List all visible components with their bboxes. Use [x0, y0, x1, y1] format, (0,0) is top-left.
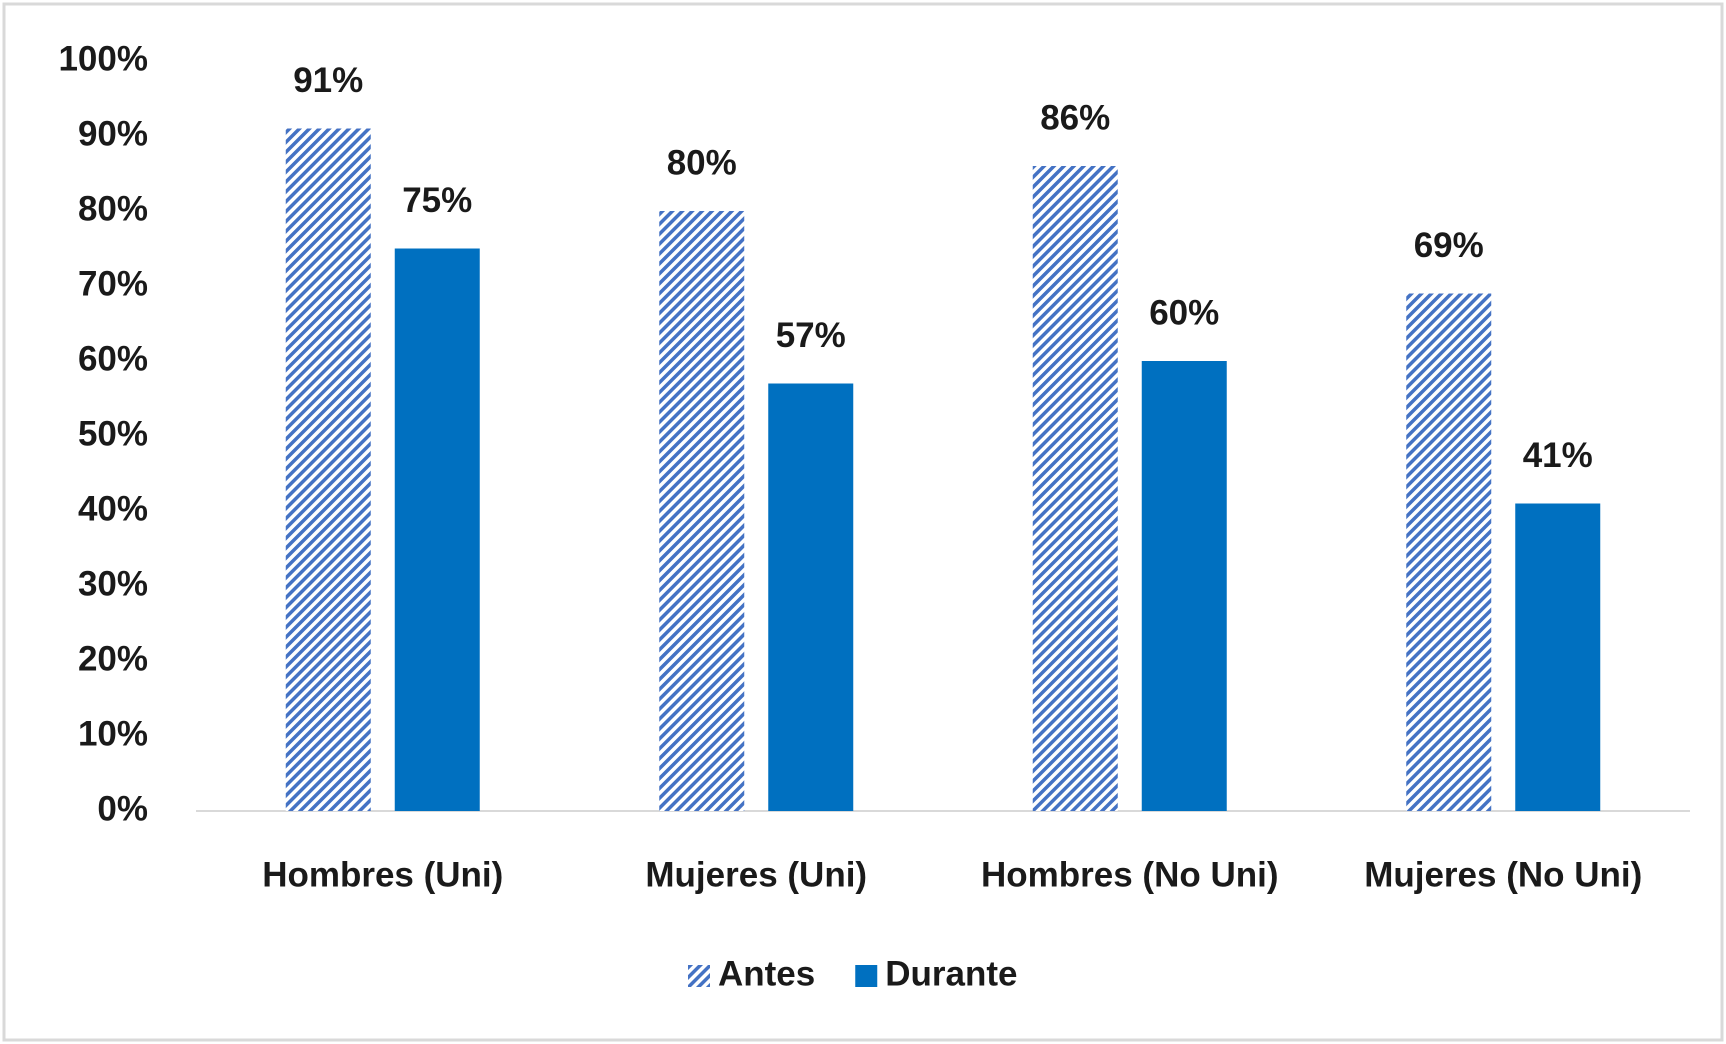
data-label: 86% — [1040, 98, 1110, 137]
y-tick-label: 60% — [78, 339, 148, 378]
data-label: 60% — [1149, 293, 1219, 332]
y-tick-label: 40% — [78, 489, 148, 528]
y-tick-label: 30% — [78, 564, 148, 603]
bar — [1032, 166, 1118, 811]
data-label: 91% — [293, 61, 363, 100]
y-tick-label: 100% — [58, 39, 148, 78]
y-tick-label: 0% — [97, 789, 148, 828]
data-label: 69% — [1414, 226, 1484, 265]
y-tick-label: 80% — [78, 189, 148, 228]
y-tick-label: 20% — [78, 639, 148, 678]
bar — [1141, 361, 1227, 811]
data-label: 75% — [402, 181, 472, 220]
bar — [394, 248, 480, 811]
legend-label: Antes — [718, 954, 815, 993]
legend-swatch — [688, 965, 710, 987]
bar — [285, 128, 371, 811]
bar — [1515, 503, 1601, 811]
y-tick-label: 70% — [78, 264, 148, 303]
bar — [768, 383, 854, 811]
x-tick-label: Mujeres (No Uni) — [1364, 855, 1642, 894]
y-tick-label: 50% — [78, 414, 148, 453]
bar — [659, 211, 745, 811]
x-tick-label: Hombres (Uni) — [262, 855, 503, 894]
data-label: 57% — [776, 316, 846, 355]
x-tick-label: Mujeres (Uni) — [645, 855, 867, 894]
bar — [1406, 293, 1492, 811]
y-tick-label: 90% — [78, 114, 148, 153]
legend-swatch — [855, 965, 878, 987]
x-tick-label: Hombres (No Uni) — [981, 855, 1279, 894]
data-label: 80% — [667, 143, 737, 182]
data-label: 41% — [1523, 436, 1593, 475]
legend-label: Durante — [885, 954, 1017, 993]
y-tick-label: 10% — [78, 714, 148, 753]
